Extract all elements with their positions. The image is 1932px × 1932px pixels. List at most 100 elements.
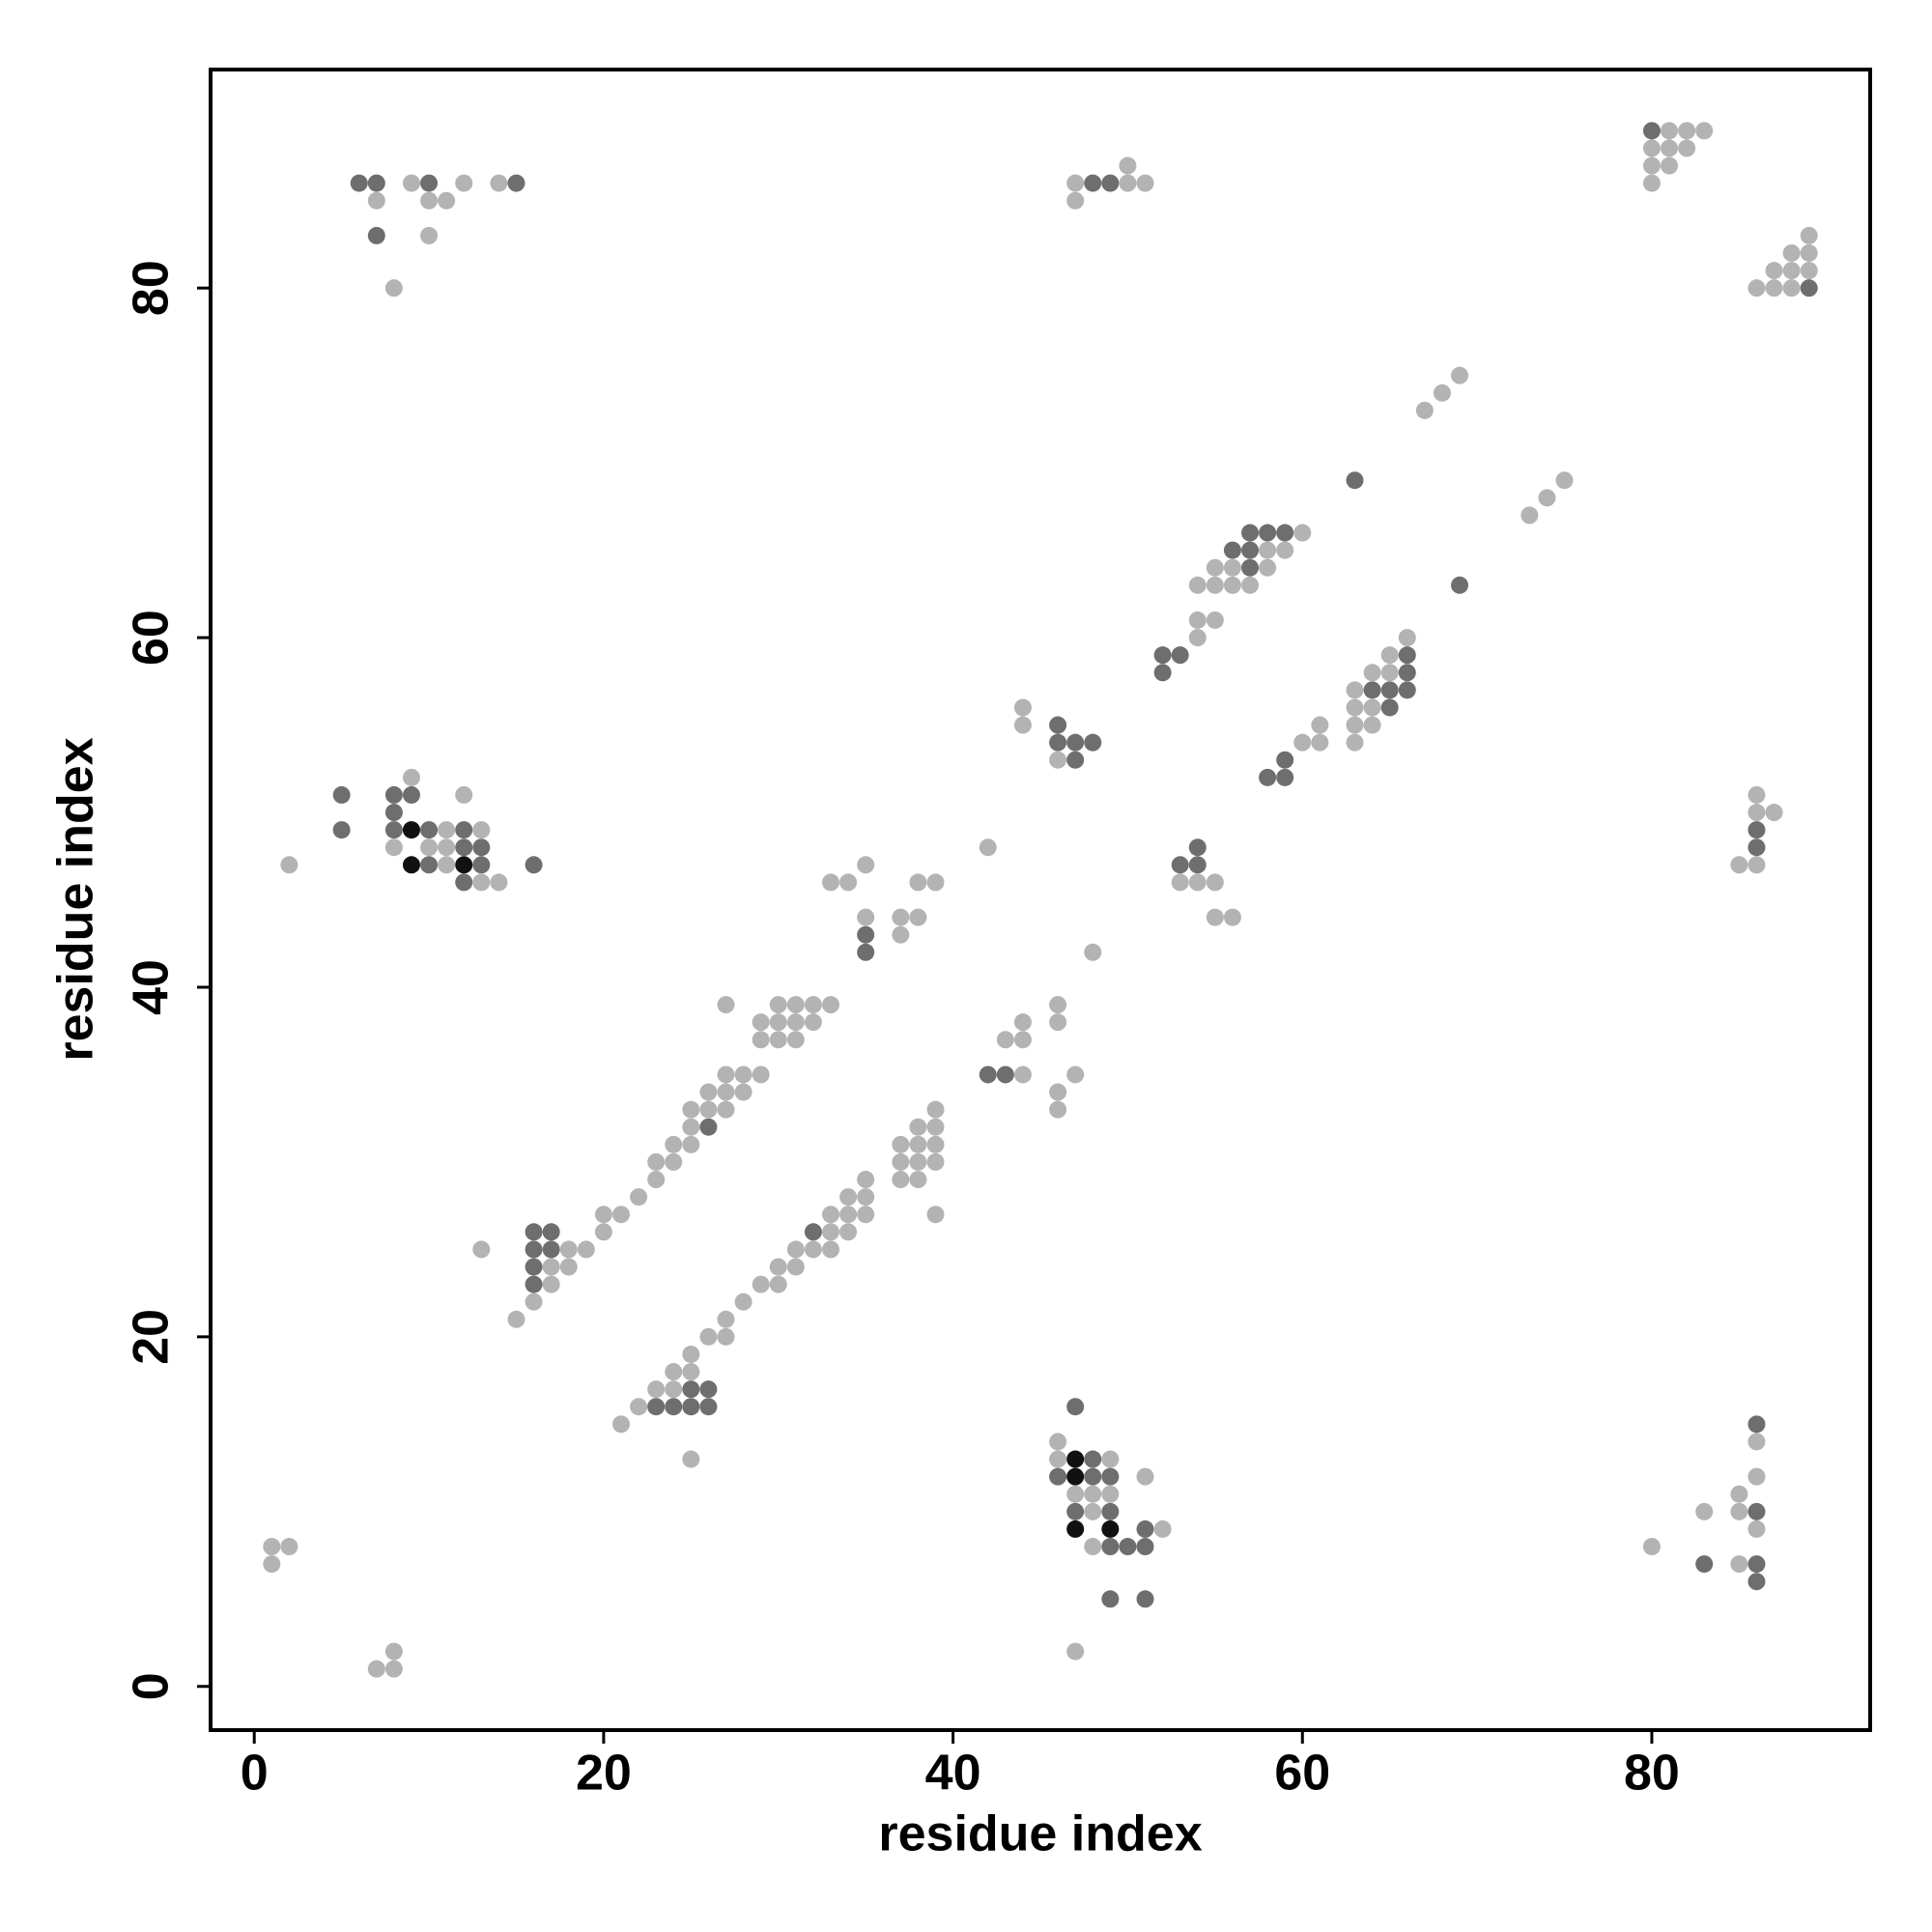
- contact-point: [821, 873, 839, 892]
- contact-point: [1276, 768, 1294, 786]
- contact-point: [332, 821, 351, 839]
- contact-point: [384, 821, 403, 839]
- contact-point: [786, 996, 805, 1014]
- contact-point: [332, 785, 351, 804]
- contact-point: [1049, 1467, 1067, 1486]
- contact-point: [1101, 174, 1120, 192]
- contact-point: [1241, 541, 1260, 559]
- contact-point: [1066, 1485, 1085, 1503]
- contact-point: [682, 1380, 700, 1399]
- contact-point: [752, 1031, 770, 1049]
- contact-point: [490, 873, 508, 892]
- contact-point: [647, 1380, 666, 1399]
- contact-point: [1188, 856, 1207, 874]
- contact-point: [1380, 664, 1399, 682]
- contact-point: [717, 1310, 735, 1328]
- contact-point: [438, 856, 456, 874]
- contact-point: [1136, 174, 1154, 192]
- contact-point: [857, 925, 875, 944]
- contact-point: [996, 1065, 1014, 1084]
- contact-point: [1136, 1520, 1154, 1538]
- contact-point: [525, 1240, 543, 1259]
- contact-point: [786, 1013, 805, 1032]
- contact-point: [420, 191, 439, 210]
- contact-point: [1678, 122, 1696, 140]
- contact-point: [455, 821, 473, 839]
- contact-point: [1241, 524, 1260, 542]
- contact-point: [1642, 174, 1661, 192]
- contact-point: [1451, 366, 1469, 384]
- contact-point: [402, 174, 420, 192]
- contact-point: [1049, 1450, 1067, 1468]
- contact-point: [804, 1013, 822, 1032]
- contact-point: [892, 925, 910, 944]
- contact-point: [1084, 1538, 1102, 1556]
- contact-point: [507, 174, 526, 192]
- contact-point: [1101, 1467, 1120, 1486]
- contact-point: [786, 1240, 805, 1259]
- contact-point: [490, 174, 508, 192]
- contact-point: [1782, 243, 1801, 262]
- contact-point: [665, 1380, 683, 1399]
- contact-point: [263, 1555, 281, 1574]
- contact-point: [1084, 1467, 1102, 1486]
- contact-point: [1276, 751, 1294, 769]
- contact-point: [1747, 1555, 1766, 1574]
- contact-point: [1730, 1485, 1748, 1503]
- contact-point: [1747, 821, 1766, 839]
- contact-point: [717, 1100, 735, 1119]
- contact-point: [402, 856, 420, 874]
- contact-point: [384, 785, 403, 804]
- contact-point: [699, 1118, 718, 1136]
- contact-point: [420, 174, 439, 192]
- x-tick-label: 80: [1624, 1746, 1680, 1802]
- contact-point: [1084, 1450, 1102, 1468]
- contact-point: [699, 1380, 718, 1399]
- contact-point: [1747, 1573, 1766, 1591]
- contact-point: [525, 1223, 543, 1241]
- contact-point: [1451, 576, 1469, 594]
- contact-point: [438, 191, 456, 210]
- contact-point: [1765, 804, 1783, 822]
- contact-point: [1049, 1013, 1067, 1032]
- contact-point: [1241, 576, 1260, 594]
- contact-point: [752, 1013, 770, 1032]
- contact-point: [682, 1100, 700, 1119]
- contact-point: [525, 1258, 543, 1276]
- plot-frame: [209, 68, 1872, 1732]
- contact-point: [1346, 716, 1364, 734]
- contact-point: [1346, 681, 1364, 699]
- contact-point: [769, 1275, 787, 1293]
- contact-point: [1380, 681, 1399, 699]
- contact-point: [1398, 629, 1416, 647]
- contact-point: [1066, 1502, 1085, 1520]
- contact-point: [1066, 1065, 1085, 1084]
- contact-point: [472, 856, 491, 874]
- contact-point: [402, 768, 420, 786]
- contact-point: [926, 1100, 945, 1119]
- contact-point: [909, 1152, 927, 1171]
- contact-point: [1241, 558, 1260, 577]
- contact-point: [1119, 1538, 1137, 1556]
- contact-point: [1066, 1642, 1085, 1661]
- contact-point: [594, 1206, 612, 1224]
- contact-point: [1223, 908, 1241, 926]
- contact-point: [682, 1345, 700, 1363]
- contact-point: [1013, 698, 1032, 717]
- contact-point: [542, 1223, 560, 1241]
- contact-point: [1136, 1590, 1154, 1608]
- contact-point: [1136, 1538, 1154, 1556]
- contact-point: [1206, 558, 1224, 577]
- contact-point: [1206, 576, 1224, 594]
- contact-point: [857, 1206, 875, 1224]
- contact-point: [1311, 716, 1329, 734]
- y-axis-label: residue index: [48, 737, 104, 1061]
- contact-point: [1520, 506, 1539, 525]
- contact-point: [350, 174, 368, 192]
- contact-point: [611, 1206, 630, 1224]
- contact-point: [1695, 1555, 1714, 1574]
- contact-point: [1049, 733, 1067, 752]
- contact-point: [857, 1188, 875, 1207]
- contact-point: [367, 191, 385, 210]
- contact-point: [1119, 156, 1137, 175]
